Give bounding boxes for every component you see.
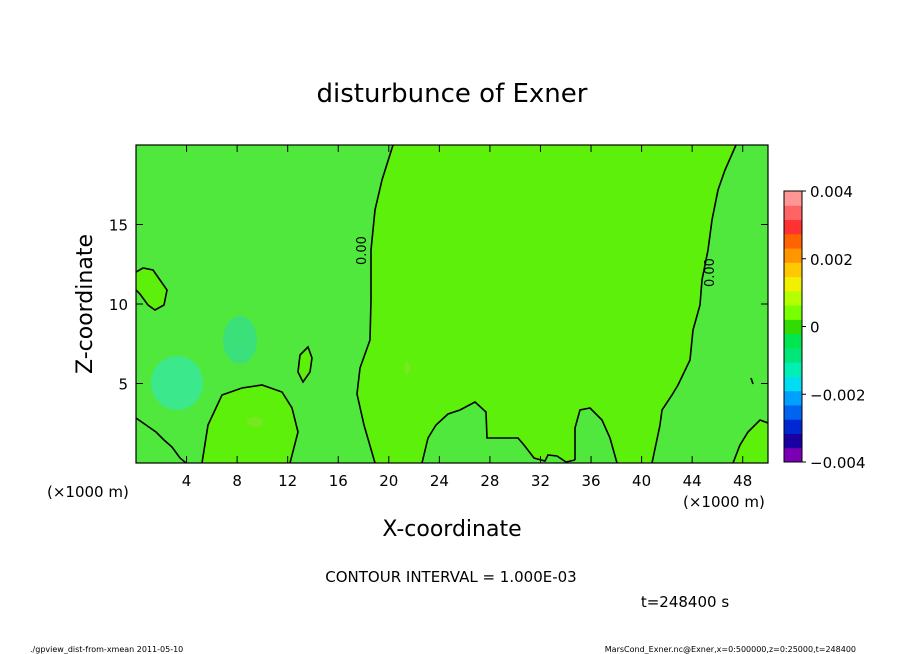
x-tick-label: 24 [430,472,449,490]
y-tick-label: 5 [118,376,128,394]
chart-title: disturbunce of Exner [317,79,588,109]
negative-blob-left [151,356,203,410]
x-tick-label: 8 [232,472,242,490]
contour-interval: CONTOUR INTERVAL = 1.000E-03 [325,568,576,586]
contour-label-right: 0.00 [703,258,718,287]
colorbar-segment [784,347,802,363]
zero-contour-left-bottom [136,417,187,463]
colorbar-segment [784,447,802,463]
positive-region-right [733,420,768,463]
x-tick-label: 32 [531,472,550,490]
colorbar-segment [784,262,802,278]
y-tick-label: 10 [109,296,128,314]
x-unit-right: (×1000 m) [683,493,765,511]
x-unit-left: (×1000 m) [47,483,129,501]
zero-contour-small [297,345,313,384]
colorbar: 0.004 0.002 0 −0.002 −0.004 [783,183,866,472]
x-tick-label: 28 [480,472,499,490]
contour-label-left: 0.00 [355,236,370,265]
x-tick-label: 4 [182,472,192,490]
x-tick-label: 12 [278,472,297,490]
colorbar-segment [784,376,802,392]
x-axis-label: X-coordinate [382,517,521,542]
zero-contour-bottom-dome [574,407,618,463]
colorbar-segment [784,404,802,420]
colorbar-segment [784,433,802,449]
y-axis-label: Z-coordinate [73,234,98,374]
zero-contour-bottom-middle [421,401,576,463]
x-tick-label: 16 [329,472,348,490]
footer-left: ./gpview_dist-from-xmean 2011-05-10 [30,645,183,654]
footer-right: MarsCond_Exner.nc@Exner,x=0:500000,z=0:2… [605,645,856,654]
weak-positive-spot [247,417,263,427]
colorbar-segment [784,362,802,377]
colorbar-segment [784,319,802,335]
x-tick-label: 44 [683,472,702,490]
colorbar-segment [784,248,802,263]
zero-contour-center-left [356,145,394,463]
colorbar-segment [784,333,802,349]
colorbar-tick-label: −0.004 [810,454,866,472]
x-tick-label: 20 [379,472,398,490]
colorbar-tick-label: 0.002 [810,251,853,269]
colorbar-tick-label: 0.004 [810,183,853,201]
plot-area [136,145,768,463]
zero-contour-left-edge [136,267,168,311]
x-tick-label: 40 [632,472,651,490]
zero-contour-right-bottom [732,419,768,463]
zero-contours [136,145,768,463]
y-axis: 5 10 15 [109,217,768,394]
y-tick-label: 15 [109,217,128,235]
colorbar-segment [784,276,802,292]
negative-blob-upper [223,316,257,364]
x-axis: 4 8 12 16 20 24 28 32 36 40 44 48 [182,145,752,490]
colorbar-segment [784,390,802,406]
x-tick-label: 48 [733,472,752,490]
colorbar-tick-label: −0.002 [810,386,866,404]
positive-region-center [357,145,736,463]
colorbar-segment [784,290,802,306]
x-tick-label: 36 [581,472,600,490]
colorbar-segment [784,233,802,249]
colorbar-segment [784,419,802,434]
colorbar-segment [784,219,802,235]
weak-positive-spot-2 [404,362,410,374]
zero-contour-bottom-left-region [201,384,299,463]
zero-contour-dot [750,377,754,385]
zero-contour-center-right [651,145,737,463]
colorbar-segment [784,305,802,320]
colorbar-segment [784,191,802,206]
colorbar-segment [784,205,802,221]
colorbar-tick-label: 0 [810,319,820,337]
positive-region-left-edge [136,268,167,310]
time-stamp: t=248400 s [641,593,729,611]
